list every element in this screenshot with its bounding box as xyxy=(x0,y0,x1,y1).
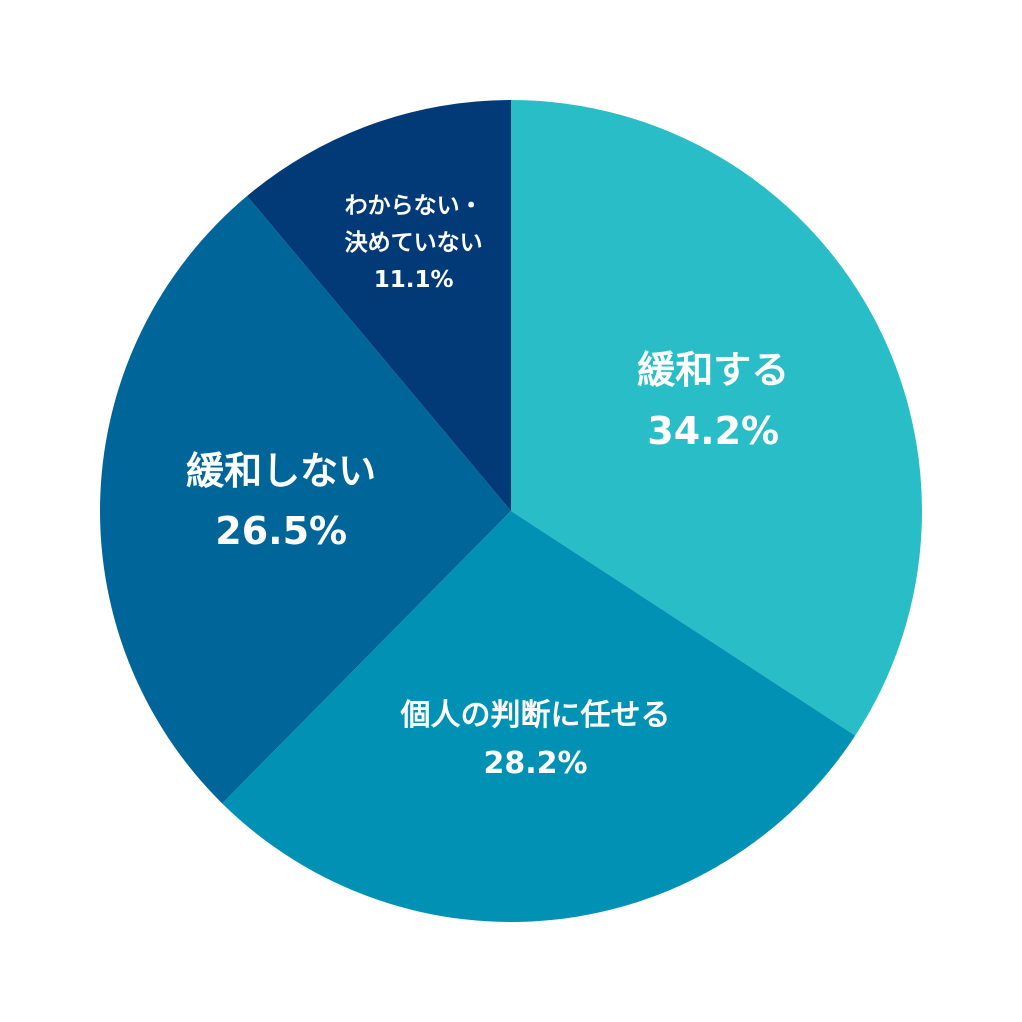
category-label: 緩和しない xyxy=(186,448,377,493)
pie-slice xyxy=(99,195,511,804)
category-label: わからない・ 決めていない xyxy=(344,192,483,256)
slice-label: 緩和する 34.2% xyxy=(637,341,789,463)
value-label: 26.5% xyxy=(215,509,348,554)
slice-label: 緩和しない 26.5% xyxy=(186,441,376,563)
value-label: 28.2% xyxy=(483,745,588,781)
value-label: 34.2% xyxy=(647,409,780,454)
category-label: 緩和する xyxy=(637,348,790,393)
slice-label: 個人の判断に任せる 28.2% xyxy=(401,692,671,788)
pie-slice xyxy=(247,100,511,511)
pie-slice xyxy=(511,100,922,736)
value-label: 11.1% xyxy=(373,266,454,293)
category-label: 個人の判断に任せる xyxy=(400,697,671,733)
pie-slice xyxy=(222,511,856,922)
slice-label: わからない・ 決めていない 11.1% xyxy=(345,188,483,298)
